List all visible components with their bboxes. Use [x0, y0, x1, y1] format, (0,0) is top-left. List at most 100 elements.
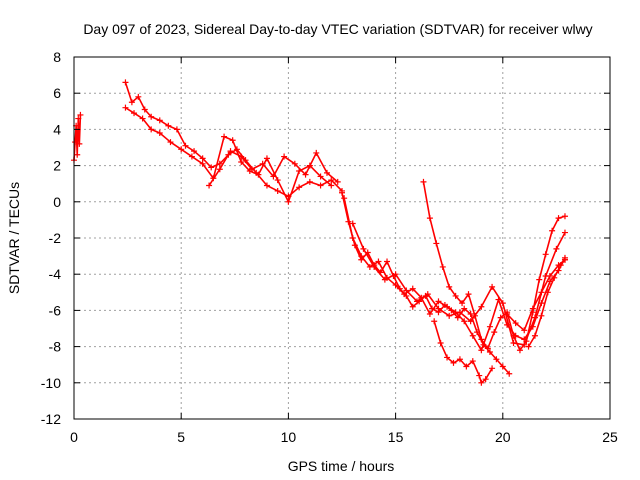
data-point [339, 189, 345, 196]
y-tick-label: -12 [41, 411, 61, 427]
data-point [444, 303, 451, 310]
data-point [371, 263, 378, 270]
y-axis-label: SDTVAR / TECUs [6, 182, 22, 294]
data-point [409, 285, 416, 292]
data-point [285, 198, 292, 205]
data-point [76, 140, 83, 147]
data-point [122, 79, 129, 86]
data-point [461, 305, 468, 312]
data-point [148, 113, 155, 120]
data-point [551, 274, 558, 281]
data-point [313, 149, 320, 156]
data-point [182, 142, 189, 149]
data-point [392, 282, 399, 289]
data-point [489, 283, 496, 290]
data-point [72, 139, 79, 146]
series-arc-9 [431, 318, 496, 386]
data-point [384, 258, 391, 265]
data-point [467, 318, 474, 325]
y-tick-label: -2 [49, 230, 62, 246]
data-point [349, 235, 356, 241]
data-point [229, 137, 236, 144]
data-point [208, 164, 215, 171]
data-point [360, 245, 367, 252]
data-point [341, 195, 348, 202]
series-line [125, 107, 332, 203]
data-point [484, 345, 491, 352]
data-point [536, 276, 543, 283]
data-point [497, 314, 504, 321]
data-point [409, 303, 416, 310]
series-layer [71, 79, 568, 386]
data-point [499, 363, 506, 370]
data-point [450, 359, 457, 366]
x-tick-label: 25 [602, 429, 618, 445]
y-tick-label: -6 [49, 302, 62, 318]
y-tick-label: 6 [53, 85, 61, 101]
data-point [238, 153, 245, 160]
data-point [486, 323, 493, 330]
data-point [446, 283, 453, 290]
data-point [469, 358, 476, 365]
data-point [323, 169, 330, 176]
data-point [561, 213, 568, 220]
data-point [506, 370, 513, 377]
series-line [422, 181, 566, 352]
data-point [542, 251, 549, 258]
data-point [467, 311, 474, 318]
y-tick-label: 2 [53, 158, 61, 174]
x-tick-label: 10 [281, 429, 297, 445]
data-point [128, 99, 135, 106]
data-point [553, 245, 560, 252]
series-arc-7 [349, 220, 568, 348]
data-point [435, 298, 442, 305]
data-point [546, 273, 553, 280]
data-point [478, 379, 485, 386]
data-point [555, 215, 562, 222]
data-point [538, 312, 545, 319]
data-point [281, 153, 288, 160]
data-point [156, 117, 163, 124]
data-point [178, 146, 185, 153]
data-point [328, 182, 335, 189]
x-tick-label: 15 [388, 429, 404, 445]
y-tick-label: -8 [49, 339, 62, 355]
y-tick-label: -4 [49, 266, 62, 282]
data-point [512, 320, 519, 327]
data-point [521, 327, 528, 334]
data-point [199, 155, 206, 162]
x-axis-label: GPS time / hours [288, 458, 395, 474]
chart-title: Day 097 of 2023, Sidereal Day-to-day VTE… [83, 21, 592, 37]
data-point [77, 111, 84, 118]
data-point [148, 126, 155, 133]
data-point [476, 372, 483, 379]
data-point [259, 160, 266, 167]
data-point [238, 158, 245, 165]
data-point [478, 336, 485, 343]
data-point [446, 312, 453, 319]
data-point [493, 356, 500, 363]
series-line [506, 259, 566, 332]
data-point [274, 187, 281, 194]
data-point [486, 349, 493, 356]
data-point [420, 178, 427, 185]
data-point [465, 291, 472, 298]
data-point [510, 332, 517, 339]
data-point [461, 318, 468, 325]
data-point [274, 177, 281, 184]
data-point [525, 343, 532, 350]
data-point [317, 182, 324, 189]
data-point [491, 329, 498, 336]
data-point [531, 332, 538, 339]
data-point [531, 314, 538, 321]
data-point [221, 133, 228, 140]
data-point [167, 139, 174, 146]
data-point [349, 220, 356, 227]
data-point [437, 339, 444, 346]
data-point [463, 363, 470, 370]
data-point [561, 229, 568, 236]
data-point [456, 309, 463, 316]
data-point [561, 256, 568, 263]
data-point [263, 155, 270, 162]
